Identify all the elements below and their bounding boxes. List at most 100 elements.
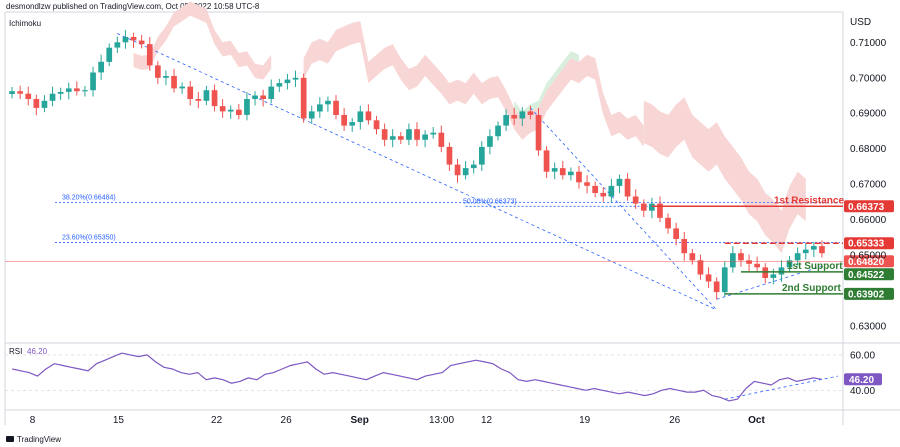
candle [551, 162, 558, 180]
candle-body [487, 136, 493, 147]
candle-body [746, 260, 752, 264]
candle-body [786, 260, 793, 268]
price-tag [844, 200, 894, 213]
candle [106, 43, 113, 67]
cloud-band-3 [643, 97, 806, 254]
candle [600, 187, 607, 202]
candle-body [738, 253, 744, 261]
tradingview-logo-icon [6, 436, 14, 442]
candle-body [308, 111, 315, 119]
candle [568, 167, 574, 181]
candle-body [122, 37, 129, 43]
candle-body [462, 168, 469, 176]
candle [819, 240, 825, 258]
candle [511, 107, 518, 125]
rsi-title: RSI [9, 347, 22, 356]
candle [252, 91, 258, 106]
candle [802, 242, 809, 260]
candle [697, 254, 704, 280]
candle [195, 91, 202, 109]
candle-body [138, 40, 145, 45]
candle [754, 256, 760, 272]
candle-body [446, 146, 453, 165]
candle [146, 37, 153, 71]
candle-body [389, 136, 396, 140]
time-tick-label: 13:00 [429, 415, 454, 426]
candle-body [333, 100, 339, 115]
candle [244, 91, 250, 121]
candle [608, 178, 615, 203]
candle-body [414, 129, 420, 140]
candle [155, 61, 161, 85]
candle-body [244, 99, 250, 115]
candle [422, 130, 428, 148]
candle [41, 95, 48, 113]
candle [98, 54, 104, 80]
candle [527, 105, 534, 120]
candle [276, 78, 283, 92]
candle-body [9, 91, 15, 94]
level-label: 2nd Support [782, 283, 842, 294]
price-tag [844, 287, 894, 300]
lower-trendline [530, 107, 717, 311]
price-tick-label: 0.67000 [850, 180, 887, 191]
candle-body [503, 115, 509, 126]
candle-body [576, 171, 582, 183]
candle-body [381, 129, 388, 140]
candle [495, 121, 501, 141]
price-tag-value: 0.64522 [848, 270, 885, 281]
candle-body [219, 106, 226, 112]
candle-body [454, 164, 461, 176]
candle-body [365, 111, 372, 121]
rsi-trendline [724, 375, 839, 400]
time-tick-label: 22 [211, 415, 223, 426]
time-axis-ticks: 8 15 22 26 Sep 13:00 12 19 26 Oct [30, 415, 766, 426]
candle [786, 256, 793, 272]
candle [341, 107, 347, 131]
candle [389, 129, 396, 148]
candle-body [713, 281, 720, 293]
candle-body [349, 122, 356, 126]
candle [114, 36, 121, 53]
candle-body [317, 104, 323, 112]
candle-body [819, 246, 825, 254]
candle-body [49, 93, 56, 101]
candle-body [203, 90, 210, 101]
candle [227, 105, 234, 119]
candle-body [551, 168, 558, 172]
candle [82, 85, 88, 97]
time-tick-label: 12 [481, 415, 493, 426]
candle-body [430, 132, 437, 135]
candle-body [82, 90, 88, 92]
candle-body [535, 115, 542, 151]
candle-body [17, 91, 23, 94]
candle-body [268, 86, 275, 99]
candle [430, 127, 437, 139]
cloud-band-0 [133, 1, 272, 80]
price-tick-label: 0.66000 [850, 215, 887, 226]
candle-body [689, 253, 696, 261]
candle [398, 131, 404, 145]
support-resistance-levels: 1st Resistance 1st Support 2nd Support 0.66… [5, 195, 894, 300]
candle [738, 248, 744, 267]
time-tick-label: 26 [281, 415, 293, 426]
candle [17, 85, 23, 100]
candle-body [543, 150, 550, 172]
candle-body [33, 99, 40, 108]
candle [179, 82, 185, 94]
candle-body [592, 185, 598, 193]
time-tick-label: Oct [748, 415, 765, 426]
cloud-band-1 [303, 21, 644, 147]
candle-body [179, 86, 185, 89]
price-tag-value: 0.65333 [848, 239, 885, 250]
candle-body [527, 111, 534, 115]
price-tick-label: 0.63000 [850, 321, 887, 332]
candle [673, 222, 679, 246]
candle [268, 79, 275, 104]
candle-body [195, 99, 202, 101]
candle [811, 241, 817, 258]
candle-body [519, 111, 526, 119]
candle [236, 104, 242, 120]
candle [592, 181, 598, 198]
candle-body [697, 260, 704, 275]
